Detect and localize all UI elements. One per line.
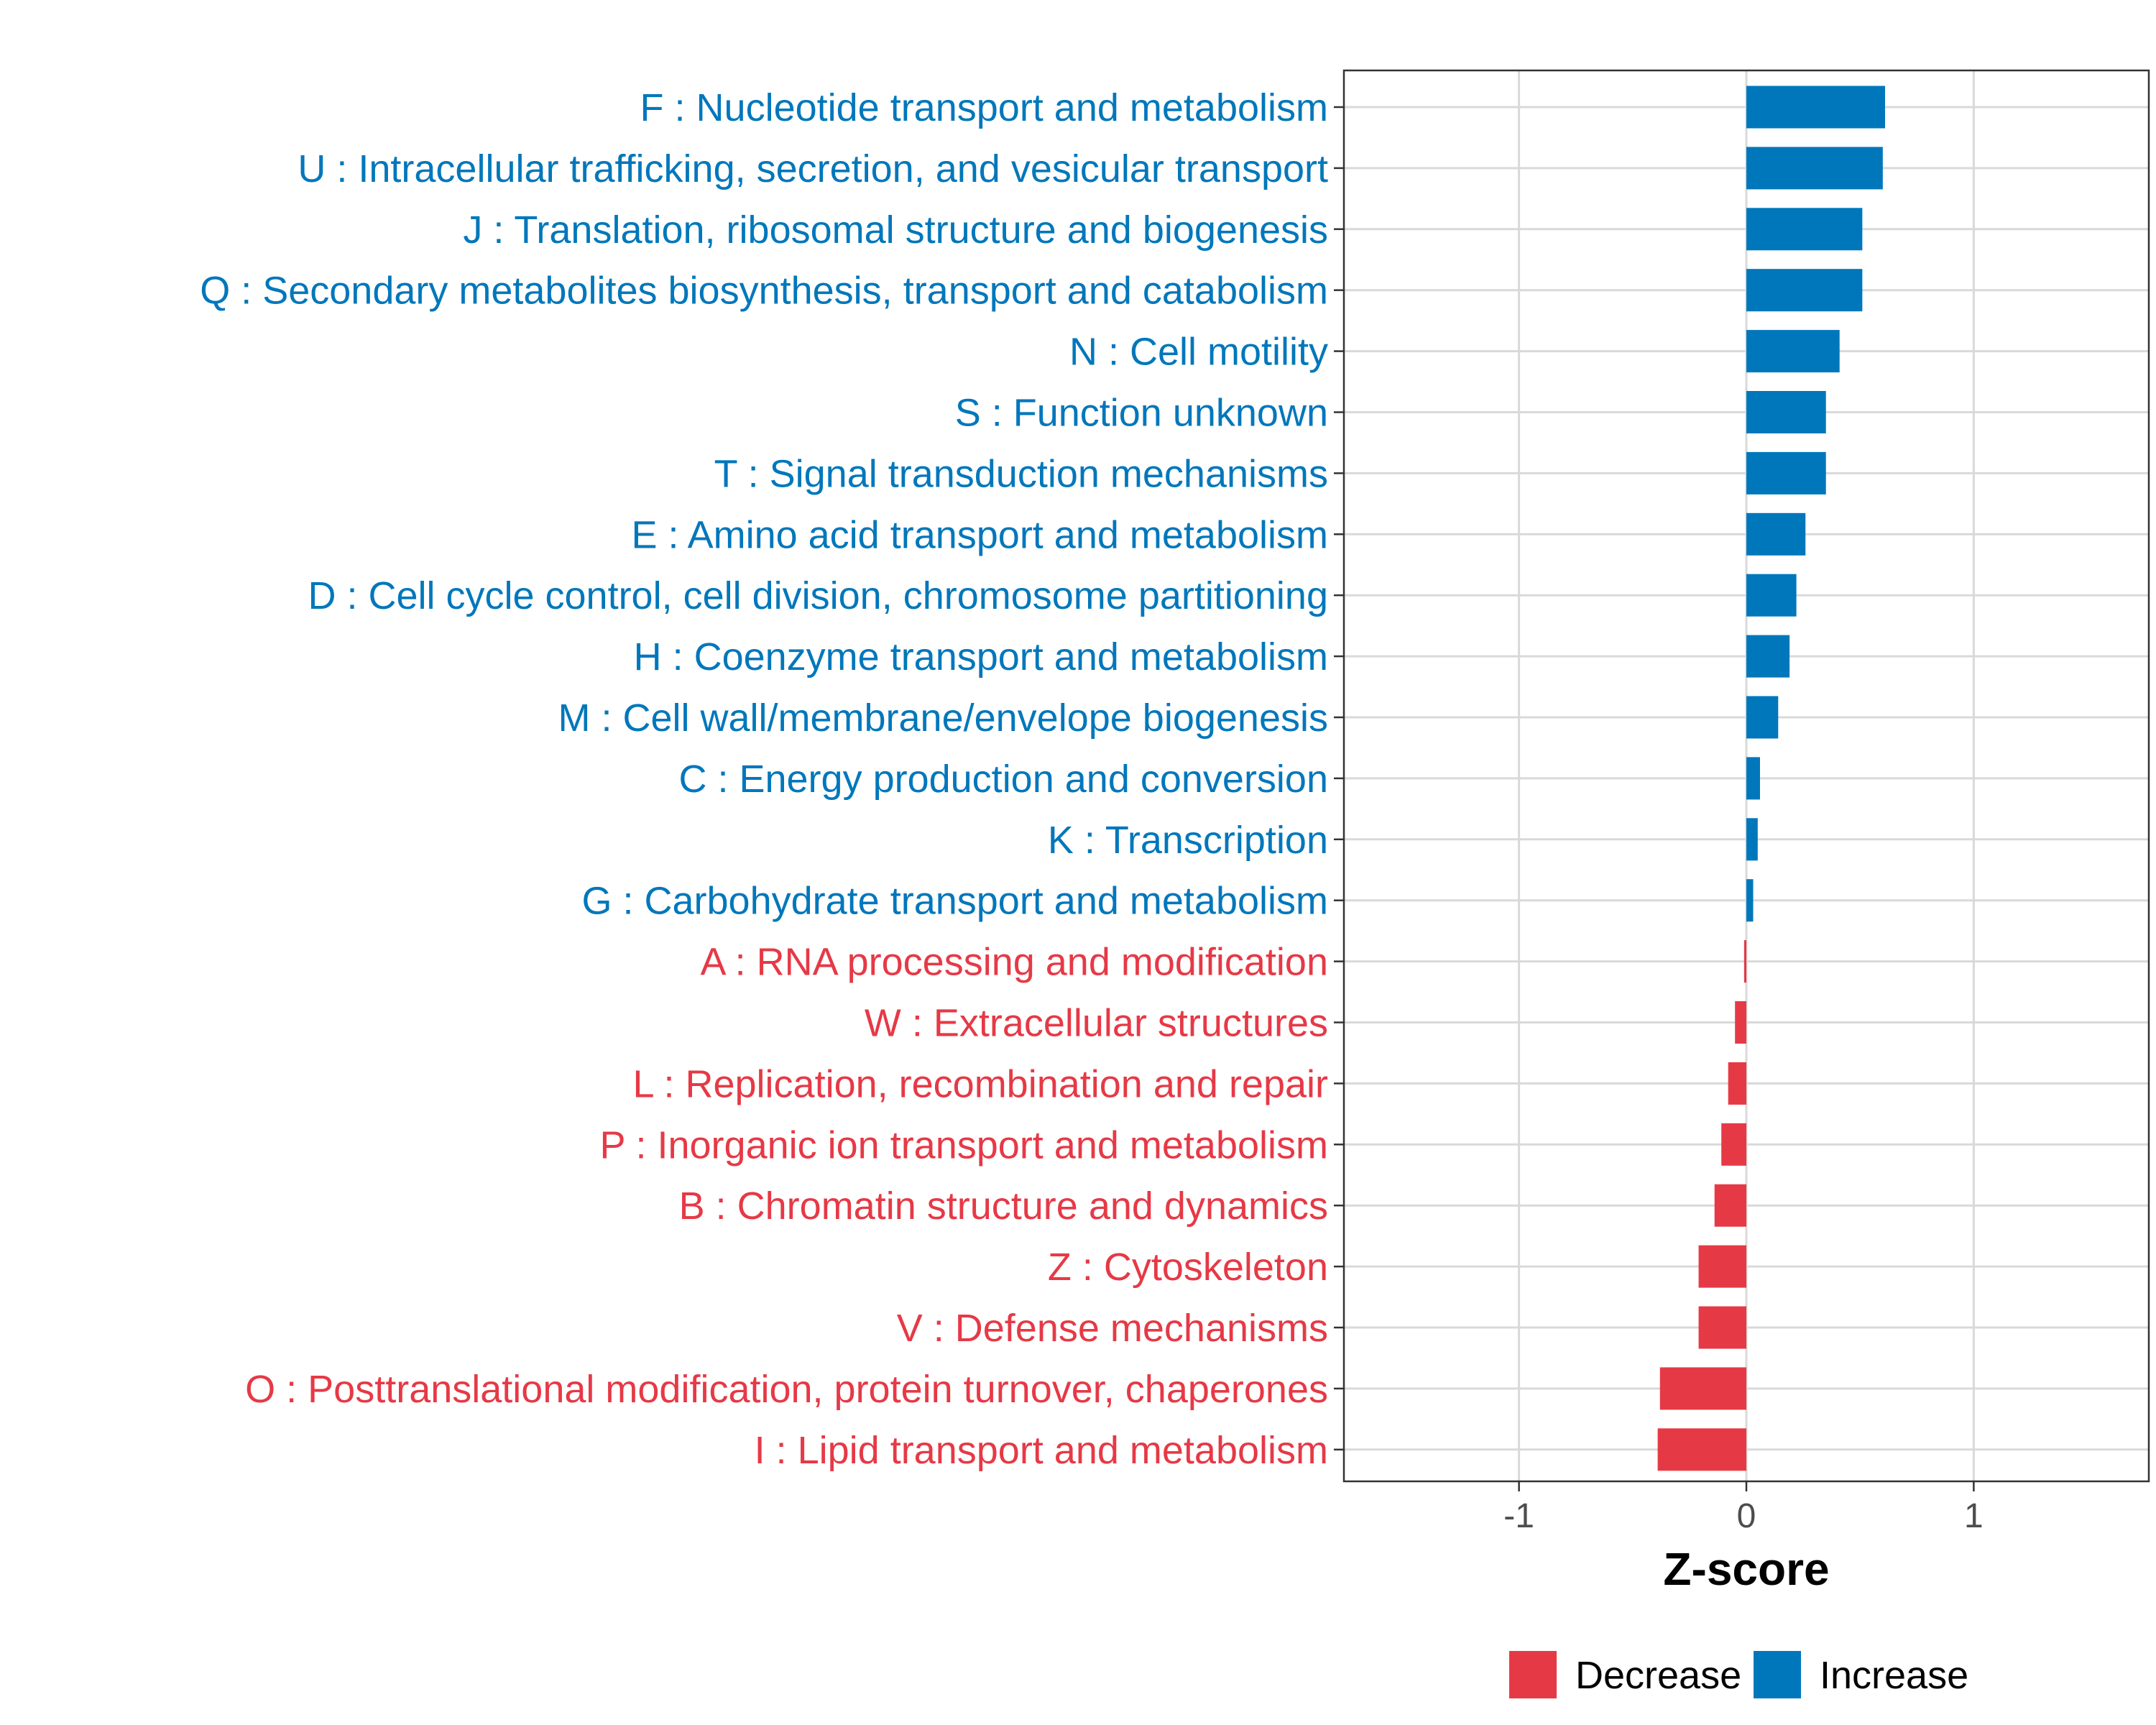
bars (1657, 86, 1885, 1471)
bar (1746, 757, 1760, 800)
bar (1743, 940, 1746, 983)
category-label: Q : Secondary metabolites biosynthesis, … (200, 270, 1328, 313)
x-tick-label: 1 (1964, 1497, 1984, 1535)
bar (1746, 391, 1826, 433)
x-axis: -1 0 1 (1503, 1481, 1984, 1535)
category-label: W : Extracellular structures (865, 1002, 1328, 1045)
category-label: J : Translation, ribosomal structure and… (463, 208, 1328, 252)
x-tick-label: -1 (1503, 1497, 1534, 1535)
category-label: E : Amino acid transport and metabolism (632, 513, 1328, 556)
bar (1714, 1184, 1746, 1227)
category-label: D : Cell cycle control, cell division, c… (308, 574, 1328, 617)
bar (1746, 86, 1885, 129)
x-tick-label: 0 (1737, 1497, 1756, 1535)
bar (1746, 269, 1863, 312)
bar (1746, 147, 1883, 190)
bar (1746, 879, 1754, 922)
bar (1735, 1001, 1746, 1044)
bar (1721, 1123, 1746, 1166)
bar (1746, 512, 1806, 556)
bar (1657, 1428, 1746, 1471)
legend-key-increase (1754, 1651, 1801, 1698)
category-label: Z : Cytoskeleton (1048, 1246, 1328, 1289)
category-label: C : Energy production and conversion (678, 758, 1328, 801)
bar (1659, 1367, 1746, 1410)
bar (1698, 1306, 1746, 1349)
legend-label-decrease: Decrease (1575, 1654, 1741, 1697)
bar (1746, 574, 1797, 617)
category-label: I : Lipid transport and metabolism (755, 1429, 1328, 1472)
bar (1746, 635, 1790, 678)
legend-label-increase: Increase (1820, 1654, 1968, 1697)
category-label: G : Carbohydrate transport and metabolis… (582, 880, 1329, 923)
bar (1746, 208, 1863, 251)
y-axis: F : Nucleotide transport and metabolism U… (200, 86, 1344, 1472)
category-label: V : Defense mechanisms (897, 1307, 1328, 1350)
category-label: S : Function unknown (955, 392, 1328, 435)
bar (1746, 451, 1826, 494)
bar (1728, 1062, 1746, 1105)
legend: Decrease Increase (1509, 1651, 1968, 1698)
category-label: O : Posttranslational modification, prot… (245, 1368, 1328, 1411)
category-label: K : Transcription (1048, 819, 1328, 862)
category-label: B : Chromatin structure and dynamics (679, 1184, 1328, 1228)
category-label: U : Intracellular trafficking, secretion… (298, 147, 1328, 190)
bar (1698, 1245, 1746, 1288)
category-label: T : Signal transduction mechanisms (714, 452, 1328, 495)
category-label: N : Cell motility (1069, 331, 1328, 374)
category-label: M : Cell wall/membrane/envelope biogenes… (558, 696, 1328, 740)
category-label: L : Replication, recombination and repai… (632, 1062, 1328, 1105)
bar (1746, 696, 1779, 739)
category-label: A : RNA processing and modification (701, 941, 1328, 984)
category-label: H : Coenzyme transport and metabolism (634, 635, 1328, 678)
legend-key-decrease (1509, 1651, 1557, 1698)
bar (1746, 330, 1840, 373)
category-label: P : Inorganic ion transport and metaboli… (599, 1123, 1328, 1167)
bar (1746, 818, 1758, 861)
category-label: F : Nucleotide transport and metabolism (640, 86, 1328, 129)
x-axis-title: Z-score (1663, 1543, 1829, 1595)
